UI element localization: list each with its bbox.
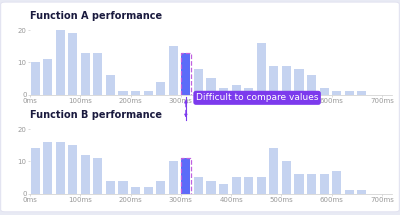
Bar — [81, 155, 90, 194]
Bar — [219, 88, 228, 95]
Bar — [357, 91, 366, 95]
Bar — [282, 161, 291, 194]
Bar — [345, 91, 354, 95]
Bar — [156, 82, 165, 95]
Bar — [131, 91, 140, 95]
Bar — [294, 69, 304, 95]
Bar — [30, 62, 40, 95]
Bar — [180, 53, 191, 95]
Bar — [206, 181, 216, 194]
Bar — [269, 66, 278, 95]
Bar — [294, 174, 304, 194]
Bar — [169, 46, 178, 95]
Text: Function A performance: Function A performance — [30, 11, 162, 22]
Bar — [282, 66, 291, 95]
Bar — [219, 184, 228, 194]
Bar — [345, 190, 354, 194]
Bar — [357, 190, 366, 194]
Bar — [68, 145, 77, 194]
Bar — [106, 75, 115, 95]
Text: Function B performance: Function B performance — [30, 110, 162, 120]
Bar — [93, 158, 102, 194]
Bar — [118, 91, 128, 95]
Bar — [43, 59, 52, 95]
Bar — [68, 33, 77, 95]
Bar — [144, 187, 153, 194]
Bar — [118, 181, 128, 194]
Bar — [194, 177, 203, 194]
Bar — [194, 69, 203, 95]
Bar — [244, 88, 253, 95]
Bar — [56, 142, 65, 194]
Bar — [206, 78, 216, 95]
Bar — [332, 171, 341, 194]
Bar — [244, 177, 253, 194]
Bar — [332, 91, 341, 95]
Bar — [320, 174, 329, 194]
Bar — [30, 148, 40, 194]
Text: Difficult to compare values: Difficult to compare values — [196, 93, 318, 102]
Bar — [232, 177, 241, 194]
Bar — [156, 181, 165, 194]
Bar — [307, 174, 316, 194]
Bar — [307, 75, 316, 95]
Bar — [106, 181, 115, 194]
Bar — [232, 85, 241, 95]
Bar — [93, 53, 102, 95]
Bar — [181, 158, 190, 194]
Bar — [81, 53, 90, 95]
Bar — [43, 142, 52, 194]
Bar — [144, 91, 153, 95]
Bar — [131, 187, 140, 194]
Bar — [269, 148, 278, 194]
Bar — [169, 161, 178, 194]
Bar — [257, 43, 266, 95]
Bar — [180, 158, 191, 194]
Bar — [181, 53, 190, 95]
Bar — [56, 30, 65, 95]
Bar — [257, 177, 266, 194]
Bar — [320, 88, 329, 95]
